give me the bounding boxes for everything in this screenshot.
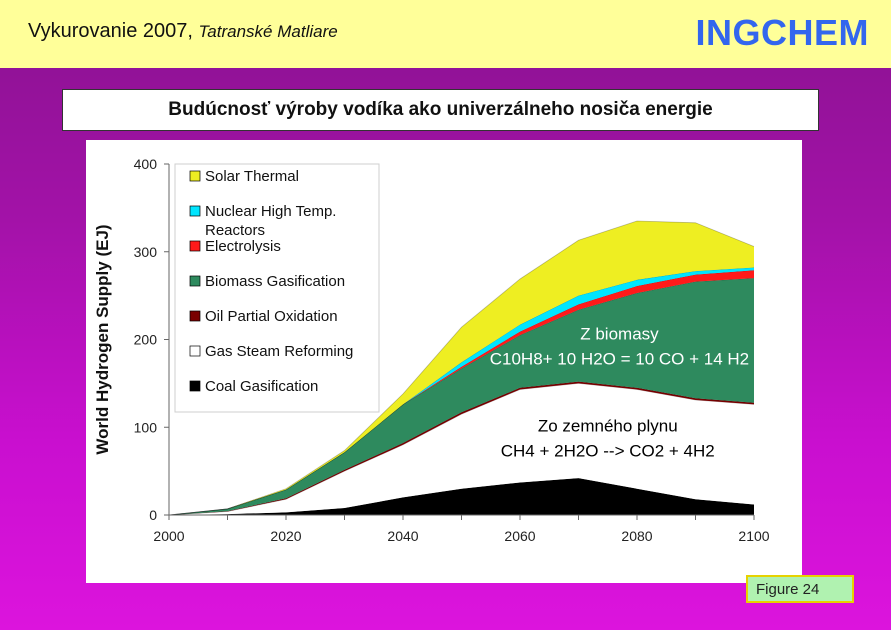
event-title: Vykurovanie 2007,	[28, 20, 193, 42]
y-tick-label: 200	[134, 332, 158, 348]
x-tick-label: 2020	[270, 528, 301, 544]
legend-label-coal-gasification: Coal Gasification	[205, 378, 318, 395]
legend-box	[174, 163, 380, 413]
legend-label-electrolysis: Electrolysis	[205, 238, 281, 255]
x-tick-label: 2060	[504, 528, 535, 544]
y-tick-label: 0	[149, 507, 157, 523]
edge-solar-thermal	[168, 220, 755, 516]
legend-swatch-coal-gasification	[189, 380, 201, 392]
legend-swatch-biomass-gasification	[189, 275, 201, 287]
hydrogen-supply-chart: 0 100 200 300 400 2000 2020 2040 2060 2080 2100 Wor…	[93, 156, 770, 544]
y-tick-label: 400	[134, 156, 158, 172]
x-tick-label: 2040	[387, 528, 418, 544]
legend-label-nuclear-high-temp-reactors: Nuclear High Temp. Reactors	[205, 203, 336, 239]
area-biomass-gasification	[169, 278, 754, 515]
legend-label-gas-steam-reforming: Gas Steam Reforming	[205, 343, 353, 360]
y-axis-title: World Hydrogen Supply (EJ)	[93, 224, 112, 454]
annotation-2: Zo zemného plynu CH4 + 2H2O --> CO2 + 4H2	[501, 417, 715, 461]
legend-swatch-gas-steam-reforming	[189, 345, 201, 357]
annotation-1: Z biomasy C10H8+ 10 H2O = 10 CO + 14 H2	[490, 325, 749, 369]
header-bar: Vykurovanie 2007, Tatranské Matliare ING…	[0, 0, 891, 68]
header-title: Vykurovanie 2007, Tatranské Matliare	[28, 20, 338, 43]
legend-swatch-solar-thermal	[189, 170, 201, 182]
legend-label-oil-partial-oxidation: Oil Partial Oxidation	[205, 308, 338, 325]
legend-swatch-nuclear-high-temp-reactors	[189, 205, 201, 217]
event-location: Tatranské Matliare	[198, 22, 338, 41]
legend-label-solar-thermal: Solar Thermal	[205, 168, 299, 185]
area-gas-steam-reforming	[169, 383, 754, 515]
legend-swatch-electrolysis	[189, 240, 201, 252]
chart-panel: 0 100 200 300 400 2000 2020 2040 2060 2080 2100 Wor…	[86, 140, 802, 583]
legend-label-biomass-gasification: Biomass Gasification	[205, 273, 345, 290]
area-coal-gasification	[169, 478, 754, 515]
x-tick-label: 2100	[738, 528, 769, 544]
x-tick-label: 2000	[153, 528, 184, 544]
area-solar-thermal	[169, 221, 754, 515]
slide-title: Budúcnosť výroby vodíka ako univerzálneh…	[62, 89, 819, 131]
legend-swatch-oil-partial-oxidation	[189, 310, 201, 322]
x-tick-label: 2080	[621, 528, 652, 544]
y-tick-label: 100	[134, 419, 158, 435]
y-tick-label: 300	[134, 244, 158, 260]
brand-logo-text: INGCHEM	[695, 12, 869, 53]
figure-label: Figure 24	[746, 575, 854, 603]
